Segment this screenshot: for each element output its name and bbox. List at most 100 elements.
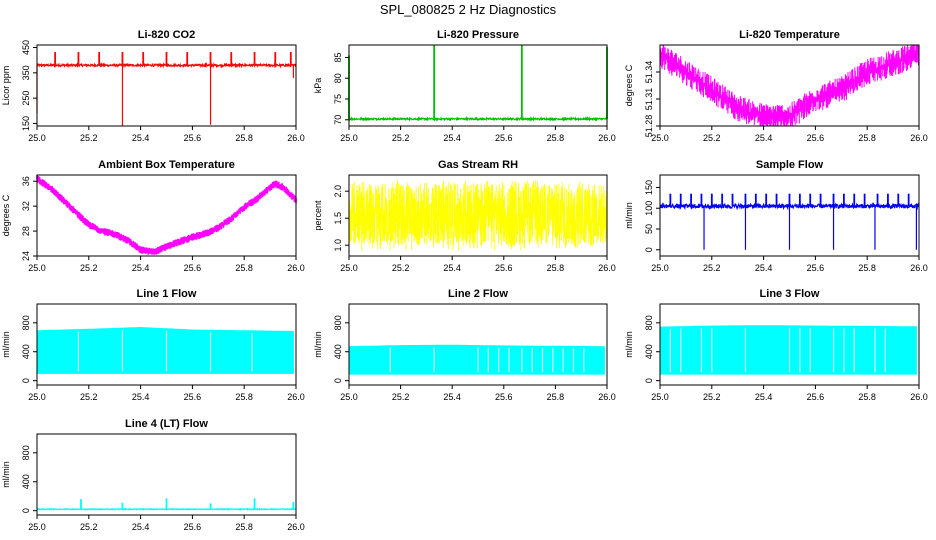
x-tick-label: 25.8 xyxy=(547,263,565,273)
chart-panel-8: Line 2 Flow ml/min 25.0 25.2 25.4 25.6 25.8 26.… xyxy=(313,288,616,402)
x-tick-label: 25.2 xyxy=(80,133,98,143)
y-tick-label: 0 xyxy=(644,247,654,252)
x-tick-label: 25.0 xyxy=(28,522,46,532)
x-tick-label: 26.0 xyxy=(287,522,305,532)
x-tick-label: 25.6 xyxy=(184,263,202,273)
x-tick-label: 25.6 xyxy=(807,263,825,273)
flow-block xyxy=(36,327,294,374)
x-tick-label: 25.0 xyxy=(28,392,46,402)
chart-panel-2: Li-820 Pressure kPa 25.0 25.2 25.4 25.6 25.8 26… xyxy=(313,29,616,143)
x-tick-label: 25.8 xyxy=(858,263,876,273)
y-tick-label: 0 xyxy=(21,378,31,383)
y-tick-label: 800 xyxy=(21,445,31,460)
x-tick-label: 25.2 xyxy=(392,133,410,143)
series-7 xyxy=(36,327,294,374)
series-4 xyxy=(36,175,297,255)
chart-title: Line 3 Flow xyxy=(760,288,820,300)
y-tick-label: 75 xyxy=(333,94,343,104)
y-axis-label: ml/min xyxy=(313,331,323,358)
plot-box xyxy=(659,44,920,127)
y-tick-label: 80 xyxy=(333,73,343,83)
y-tick-label: 0 xyxy=(644,378,654,383)
chart-title: Ambient Box Temperature xyxy=(98,159,235,171)
x-tick-label: 25.4 xyxy=(443,263,461,273)
y-tick-label: 0 xyxy=(21,508,31,513)
y-axis-label: ml/min xyxy=(1,461,11,488)
y-tick-label: 0 xyxy=(333,378,343,383)
x-tick-label: 25.4 xyxy=(443,133,461,143)
y-axis-label: ml/min xyxy=(624,331,634,358)
x-tick-label: 25.8 xyxy=(235,133,253,143)
y-tick-label: 51.31 xyxy=(644,88,654,111)
y-tick-label: 51.28 xyxy=(644,115,654,138)
chart-title: Li-820 Pressure xyxy=(437,29,519,41)
x-tick-label: 26.0 xyxy=(287,392,305,402)
x-tick-label: 25.4 xyxy=(443,392,461,402)
series-3 xyxy=(659,45,920,126)
y-axis-label: kPa xyxy=(313,78,323,94)
chart-title: Li-820 Temperature xyxy=(739,29,840,41)
y-axis-label: ml/min xyxy=(624,202,634,229)
plot-box xyxy=(36,174,297,257)
plot-box xyxy=(36,433,297,516)
x-tick-label: 25.0 xyxy=(340,263,358,273)
series-line xyxy=(348,115,608,123)
y-tick-label: 800 xyxy=(21,315,31,330)
x-tick-label: 25.2 xyxy=(703,263,721,273)
series-6 xyxy=(659,193,920,250)
series-1 xyxy=(36,52,297,126)
y-tick-label: 800 xyxy=(644,315,654,330)
plot-box xyxy=(659,303,920,386)
y-tick-label: 350 xyxy=(21,65,31,80)
y-tick-label: 32 xyxy=(21,201,31,211)
x-tick-label: 25.2 xyxy=(703,133,721,143)
flow-block xyxy=(348,344,605,375)
x-tick-label: 25.4 xyxy=(755,263,773,273)
series-2 xyxy=(348,45,608,123)
y-tick-label: 50 xyxy=(644,224,654,234)
y-tick-label: 1.0 xyxy=(333,239,343,252)
x-tick-label: 25.8 xyxy=(235,522,253,532)
y-tick-label: 450 xyxy=(21,40,31,55)
series-line xyxy=(348,180,608,251)
x-tick-label: 26.0 xyxy=(598,133,616,143)
chart-panel-6: Sample Flow ml/min 25.0 25.2 25.4 25.6 25.8 26.… xyxy=(624,159,928,273)
y-tick-label: 400 xyxy=(644,344,654,359)
chart-title: Line 1 Flow xyxy=(137,288,197,300)
y-tick-label: 250 xyxy=(21,91,31,106)
plot-box xyxy=(659,174,920,257)
x-tick-label: 25.2 xyxy=(80,263,98,273)
x-tick-label: 26.0 xyxy=(910,133,928,143)
y-tick-label: 51.34 xyxy=(644,61,654,84)
y-axis-label: degrees C xyxy=(624,64,634,106)
y-tick-label: 70 xyxy=(333,115,343,125)
series-5 xyxy=(348,180,608,251)
x-tick-label: 25.8 xyxy=(235,392,253,402)
y-tick-label: 2.0 xyxy=(333,185,343,198)
x-tick-label: 25.6 xyxy=(184,133,202,143)
x-tick-label: 25.0 xyxy=(340,392,358,402)
chart-title: Line 2 Flow xyxy=(448,288,508,300)
x-tick-label: 25.8 xyxy=(235,263,253,273)
series-9 xyxy=(659,325,917,375)
x-tick-label: 25.0 xyxy=(651,133,669,143)
x-tick-label: 25.4 xyxy=(132,263,150,273)
x-tick-label: 25.8 xyxy=(858,392,876,402)
plot-box xyxy=(348,174,608,257)
x-tick-label: 26.0 xyxy=(910,392,928,402)
x-tick-label: 25.2 xyxy=(80,392,98,402)
plot-box xyxy=(36,303,297,386)
x-tick-label: 25.2 xyxy=(392,392,410,402)
x-tick-label: 26.0 xyxy=(287,263,305,273)
chart-title: Li-820 CO2 xyxy=(138,29,195,41)
chart-panel-1: Li-820 CO2 Licor ppm 25.0 25.2 25.4 25.6 25.8 2… xyxy=(1,29,305,143)
x-tick-label: 25.0 xyxy=(340,133,358,143)
chart-panel-9: Line 3 Flow ml/min 25.0 25.2 25.4 25.6 25.8 26.… xyxy=(624,288,928,402)
figure-title: SPL_080825 2 Hz Diagnostics xyxy=(380,2,557,17)
chart-panel-5: Gas Stream RH percent 25.0 25.2 25.4 25.6 25.8… xyxy=(313,159,616,273)
x-tick-label: 25.0 xyxy=(651,263,669,273)
y-axis-label: degrees C xyxy=(1,194,11,236)
y-tick-label: 36 xyxy=(21,176,31,186)
x-tick-label: 25.2 xyxy=(80,522,98,532)
